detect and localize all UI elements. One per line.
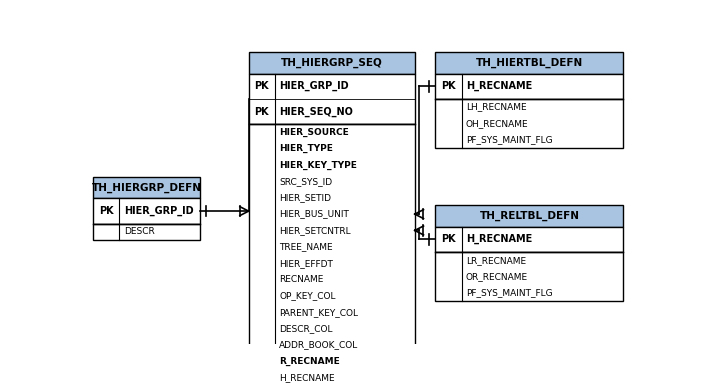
Text: PK: PK bbox=[441, 81, 456, 91]
Text: HIER_TYPE: HIER_TYPE bbox=[279, 144, 333, 153]
Text: HIER_EFFDT: HIER_EFFDT bbox=[279, 259, 333, 267]
Text: HIER_SETID: HIER_SETID bbox=[279, 193, 331, 202]
Text: PARENT_KEY_COL: PARENT_KEY_COL bbox=[279, 308, 358, 317]
Text: TH_HIERTBL_DEFN: TH_HIERTBL_DEFN bbox=[476, 58, 583, 68]
Bar bbox=[435, 99, 624, 148]
Text: HIER_BUS_UNIT: HIER_BUS_UNIT bbox=[279, 210, 349, 218]
Bar bbox=[249, 74, 415, 124]
Text: DESCR: DESCR bbox=[124, 227, 155, 237]
Bar bbox=[93, 177, 200, 198]
Text: DESCR_COL: DESCR_COL bbox=[279, 324, 333, 333]
Text: PK: PK bbox=[441, 234, 456, 244]
Text: H_RECNAME: H_RECNAME bbox=[466, 81, 532, 91]
Text: PF_SYS_MAINT_FLG: PF_SYS_MAINT_FLG bbox=[466, 135, 553, 144]
Text: PK: PK bbox=[254, 107, 269, 117]
Text: HIER_KEY_TYPE: HIER_KEY_TYPE bbox=[279, 161, 357, 169]
Text: HIER_SOURCE: HIER_SOURCE bbox=[279, 128, 349, 137]
Text: TH_HIERGRP_SEQ: TH_HIERGRP_SEQ bbox=[280, 58, 382, 68]
Text: HIER_GRP_ID: HIER_GRP_ID bbox=[279, 81, 349, 91]
Text: R_RECNAME: R_RECNAME bbox=[279, 357, 340, 366]
Bar bbox=[435, 227, 624, 252]
Text: TREE_NAME: TREE_NAME bbox=[279, 242, 333, 251]
Bar bbox=[93, 224, 200, 240]
Text: LR_RECNAME: LR_RECNAME bbox=[466, 256, 526, 265]
Text: TH_HIERGRP_DEFN: TH_HIERGRP_DEFN bbox=[91, 183, 202, 193]
Text: RECNAME: RECNAME bbox=[279, 275, 323, 284]
Text: OR_RECNAME: OR_RECNAME bbox=[466, 272, 528, 281]
Bar bbox=[435, 52, 624, 74]
Bar bbox=[249, 124, 415, 386]
Text: PF_SYS_MAINT_FLG: PF_SYS_MAINT_FLG bbox=[466, 288, 553, 297]
Text: HIER_GRP_ID: HIER_GRP_ID bbox=[124, 206, 193, 216]
Bar bbox=[249, 52, 415, 74]
Text: TH_RELTBL_DEFN: TH_RELTBL_DEFN bbox=[479, 211, 579, 221]
Text: PK: PK bbox=[99, 206, 114, 216]
Text: HIER_SEQ_NO: HIER_SEQ_NO bbox=[279, 107, 353, 117]
Text: LH_RECNAME: LH_RECNAME bbox=[466, 103, 527, 112]
Text: H_RECNAME: H_RECNAME bbox=[466, 234, 532, 244]
Text: ADDR_BOOK_COL: ADDR_BOOK_COL bbox=[279, 340, 359, 349]
Bar bbox=[435, 74, 624, 99]
Bar bbox=[93, 198, 200, 224]
Text: HIER_SETCNTRL: HIER_SETCNTRL bbox=[279, 226, 351, 235]
Text: H_RECNAME: H_RECNAME bbox=[279, 373, 335, 382]
Bar bbox=[435, 205, 624, 227]
Text: OH_RECNAME: OH_RECNAME bbox=[466, 119, 529, 128]
Text: PK: PK bbox=[254, 81, 269, 91]
Bar bbox=[435, 252, 624, 301]
Text: OP_KEY_COL: OP_KEY_COL bbox=[279, 291, 335, 300]
Text: SRC_SYS_ID: SRC_SYS_ID bbox=[279, 177, 333, 186]
